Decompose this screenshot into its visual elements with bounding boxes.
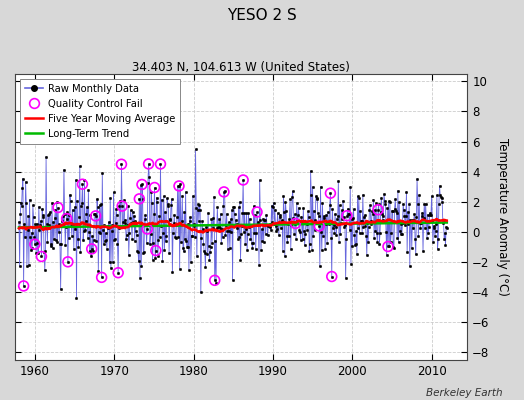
- Quality Control Fail: [328, 273, 336, 280]
- Line: Long-Term Trend: Long-Term Trend: [19, 222, 447, 228]
- Five Year Moving Average: [172, 223, 179, 228]
- Legend: Raw Monthly Data, Quality Control Fail, Five Year Moving Average, Long-Term Tren: Raw Monthly Data, Quality Control Fail, …: [20, 79, 180, 144]
- Quality Control Fail: [315, 223, 323, 229]
- Text: Berkeley Earth: Berkeley Earth: [427, 388, 503, 398]
- Quality Control Fail: [114, 270, 122, 276]
- Quality Control Fail: [374, 206, 382, 213]
- Quality Control Fail: [150, 184, 159, 191]
- Quality Control Fail: [117, 161, 126, 168]
- Long-Term Trend: [231, 222, 237, 227]
- Line: Five Year Moving Average: Five Year Moving Average: [19, 219, 447, 232]
- Quality Control Fail: [30, 241, 39, 248]
- Five Year Moving Average: [387, 218, 394, 223]
- Quality Control Fail: [138, 181, 146, 188]
- Five Year Moving Average: [232, 225, 238, 230]
- Quality Control Fail: [253, 209, 261, 215]
- Quality Control Fail: [62, 215, 71, 222]
- Raw Monthly Data: [388, 231, 395, 236]
- Long-Term Trend: [172, 223, 179, 228]
- Five Year Moving Average: [137, 221, 143, 226]
- Raw Monthly Data: [16, 219, 22, 224]
- Quality Control Fail: [37, 253, 46, 260]
- Raw Monthly Data: [93, 238, 100, 243]
- Quality Control Fail: [384, 243, 392, 250]
- Raw Monthly Data: [192, 147, 199, 152]
- Quality Control Fail: [291, 220, 300, 227]
- Quality Control Fail: [54, 204, 62, 211]
- Five Year Moving Average: [93, 224, 99, 229]
- Quality Control Fail: [239, 177, 247, 183]
- Quality Control Fail: [156, 161, 165, 167]
- Title: 34.403 N, 104.613 W (United States): 34.403 N, 104.613 W (United States): [132, 61, 350, 74]
- Quality Control Fail: [143, 226, 151, 232]
- Five Year Moving Average: [403, 220, 410, 224]
- Raw Monthly Data: [444, 225, 450, 230]
- Y-axis label: Temperature Anomaly (°C): Temperature Anomaly (°C): [496, 138, 509, 296]
- Long-Term Trend: [137, 224, 143, 228]
- Quality Control Fail: [19, 283, 28, 289]
- Quality Control Fail: [145, 161, 153, 167]
- Raw Monthly Data: [173, 223, 180, 228]
- Five Year Moving Average: [16, 226, 22, 231]
- Quality Control Fail: [92, 213, 100, 219]
- Quality Control Fail: [151, 247, 160, 254]
- Quality Control Fail: [326, 190, 335, 196]
- Text: YESO 2 S: YESO 2 S: [227, 8, 297, 23]
- Long-Term Trend: [93, 224, 99, 229]
- Five Year Moving Average: [200, 230, 206, 235]
- Quality Control Fail: [343, 212, 351, 219]
- Quality Control Fail: [135, 196, 144, 202]
- Line: Raw Monthly Data: Raw Monthly Data: [18, 148, 448, 300]
- Raw Monthly Data: [232, 223, 238, 228]
- Five Year Moving Average: [433, 217, 440, 222]
- Long-Term Trend: [387, 221, 393, 226]
- Raw Monthly Data: [404, 250, 410, 254]
- Quality Control Fail: [78, 181, 86, 188]
- Quality Control Fail: [175, 183, 183, 189]
- Long-Term Trend: [402, 220, 409, 225]
- Raw Monthly Data: [137, 182, 144, 187]
- Quality Control Fail: [211, 277, 219, 284]
- Long-Term Trend: [16, 225, 22, 230]
- Quality Control Fail: [118, 203, 126, 209]
- Raw Monthly Data: [73, 296, 80, 301]
- Long-Term Trend: [444, 220, 450, 225]
- Quality Control Fail: [97, 274, 106, 280]
- Quality Control Fail: [220, 189, 228, 195]
- Five Year Moving Average: [444, 218, 450, 223]
- Quality Control Fail: [88, 246, 96, 252]
- Quality Control Fail: [64, 259, 72, 265]
